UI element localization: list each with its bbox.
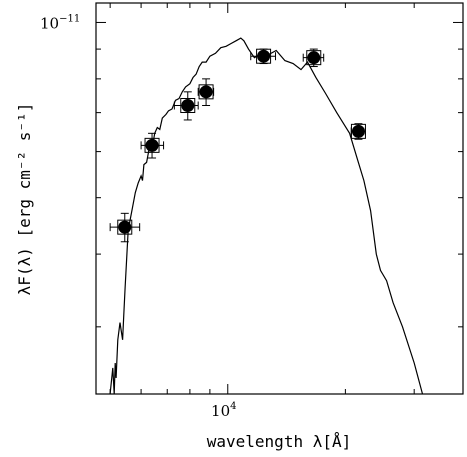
model-flux-box — [256, 48, 272, 64]
model-flux-box — [306, 50, 322, 66]
data-point — [197, 78, 215, 107]
model-spectrum — [109, 37, 424, 395]
y-tick-label: 10−11 — [40, 13, 80, 32]
data-marker — [181, 99, 195, 113]
model-flux-box — [144, 137, 160, 153]
photometry-points — [109, 48, 366, 243]
data-point — [140, 132, 165, 159]
model-flux-box — [117, 219, 133, 235]
data-point — [173, 91, 199, 121]
x-tick-label: 104 — [211, 401, 236, 420]
model-flux-box — [180, 98, 196, 114]
plot-frame — [95, 2, 464, 395]
model-flux-box — [198, 84, 214, 100]
data-marker — [257, 49, 271, 63]
data-marker — [307, 51, 321, 65]
data-marker — [145, 138, 159, 152]
data-marker — [118, 220, 132, 234]
data-point — [250, 48, 277, 65]
data-point — [302, 48, 325, 68]
model-flux-box — [350, 123, 366, 139]
data-point — [350, 123, 366, 140]
y-axis-label: λF(λ) [erg cm⁻² s⁻¹] — [15, 103, 34, 296]
model-spectrum-line — [109, 37, 424, 395]
data-marker — [351, 124, 365, 138]
axis-ticks — [96, 3, 464, 394]
data-marker — [199, 85, 213, 99]
data-point — [109, 212, 141, 243]
x-axis-label: wavelength λ[Å] — [207, 432, 352, 451]
